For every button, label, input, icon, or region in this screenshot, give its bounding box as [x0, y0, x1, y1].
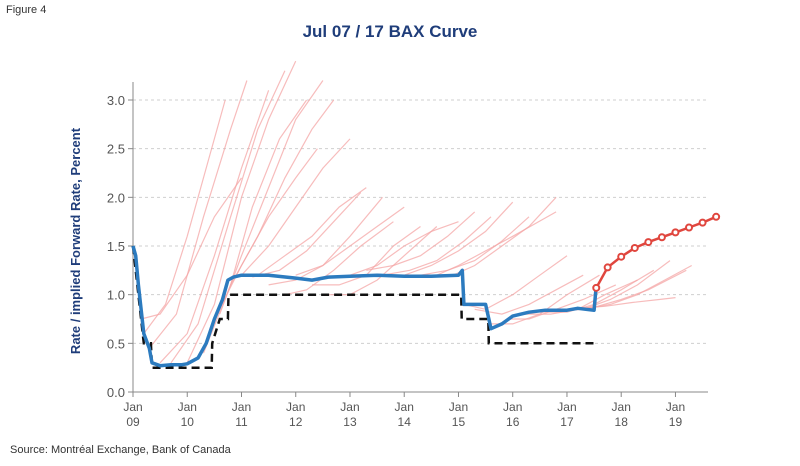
x-tick-label-year: 14: [398, 415, 412, 429]
historical-forward-curve: [252, 192, 362, 278]
historical-forward-curve: [148, 80, 248, 349]
current-bax-curve-point: [698, 218, 707, 227]
x-tick-label-year: 15: [452, 415, 466, 429]
x-tick-label-year: 09: [126, 415, 140, 429]
historical-forward-curve: [403, 201, 514, 276]
historical-forward-curve: [159, 90, 270, 364]
x-tick-label-month: Jan: [503, 400, 522, 414]
x-tick-label-year: 19: [669, 415, 683, 429]
current-bax-curve-point: [617, 252, 626, 261]
historical-forward-curve: [170, 70, 286, 364]
x-tick-label-month: Jan: [286, 400, 305, 414]
historical-forward-curve: [382, 216, 492, 276]
cdor-rate-line: [131, 245, 599, 368]
x-tick-label-month: Jan: [557, 400, 576, 414]
x-tick-label-month: Jan: [666, 400, 685, 414]
historical-forward-curve: [143, 99, 226, 334]
x-tick-label-year: 16: [506, 415, 520, 429]
policy-rate-line: [131, 245, 597, 369]
y-tick-label: 2.5: [107, 142, 125, 157]
historical-forward-curve: [583, 264, 692, 310]
current-bax-curve-line: [595, 215, 717, 289]
x-tick-label-month: Jan: [612, 400, 631, 414]
current-bax-curve-point: [630, 243, 639, 252]
x-tick-label-year: 10: [181, 415, 195, 429]
historical-forward-curve: [366, 211, 476, 271]
historical-forward-curve: [241, 138, 351, 276]
current-bax-curve-point: [592, 283, 601, 292]
x-tick-label-month: Jan: [449, 400, 468, 414]
current-bax-curve-point: [657, 233, 666, 242]
y-tick-label: 1.0: [107, 288, 125, 303]
current-bax-curve-point: [712, 212, 721, 221]
y-tick-label: 1.5: [107, 239, 125, 254]
historical-forward-curve: [420, 216, 530, 276]
x-tick-label-year: 12: [289, 415, 303, 429]
current-bax-curve-point: [685, 223, 694, 232]
series-lines: [131, 212, 721, 369]
x-tick-label-month: Jan: [232, 400, 251, 414]
x-tick-label-month: Jan: [123, 400, 142, 414]
historical-forward-curve: [284, 221, 394, 296]
x-tick-label-month: Jan: [178, 400, 197, 414]
y-tick-label: 3.0: [107, 93, 125, 108]
historical-forward-curve: [452, 196, 557, 276]
current-bax-curve-point: [644, 238, 653, 247]
chart-title: Jul 07 / 17 BAX Curve: [302, 22, 478, 41]
x-tick-label-year: 11: [235, 415, 248, 429]
historical-forward-curve: [257, 187, 367, 276]
figure-label: Figure 4: [6, 4, 47, 16]
historical-forward-curve: [436, 211, 557, 276]
historical-forward-curve: [474, 274, 584, 315]
historical-forward-curve: [186, 60, 297, 364]
x-tick-label-month: Jan: [340, 400, 359, 414]
historical-forward-curves: [140, 60, 692, 364]
y-tick-label: 2.0: [107, 190, 125, 205]
current-bax-curve-point: [603, 263, 612, 272]
current-bax-curve-point: [671, 228, 680, 237]
historical-forward-curve: [463, 255, 568, 310]
historical-forward-curve: [213, 148, 318, 320]
x-axis-ticks: Jan09Jan10Jan11Jan12Jan13Jan14Jan15Jan16…: [123, 392, 685, 429]
historical-forward-curve: [349, 221, 459, 276]
y-axis-label: Rate / implied Forward Rate, Percent: [68, 127, 83, 354]
x-tick-label-year: 17: [560, 415, 574, 429]
x-tick-label-month: Jan: [395, 400, 414, 414]
historical-forward-curve: [268, 196, 383, 286]
historical-forward-curve: [140, 177, 242, 320]
x-tick-label-year: 18: [615, 415, 629, 429]
y-axis-ticks: 0.0 0.5 1.0 1.5 2.0 2.5 3.0: [107, 93, 133, 400]
historical-forward-curve: [295, 206, 405, 276]
source-note: Source: Montréal Exchange, Bank of Canad…: [10, 444, 231, 456]
y-tick-label: 0.5: [107, 336, 125, 351]
x-tick-label-year: 13: [343, 415, 357, 429]
y-tick-label: 0.0: [107, 385, 125, 400]
